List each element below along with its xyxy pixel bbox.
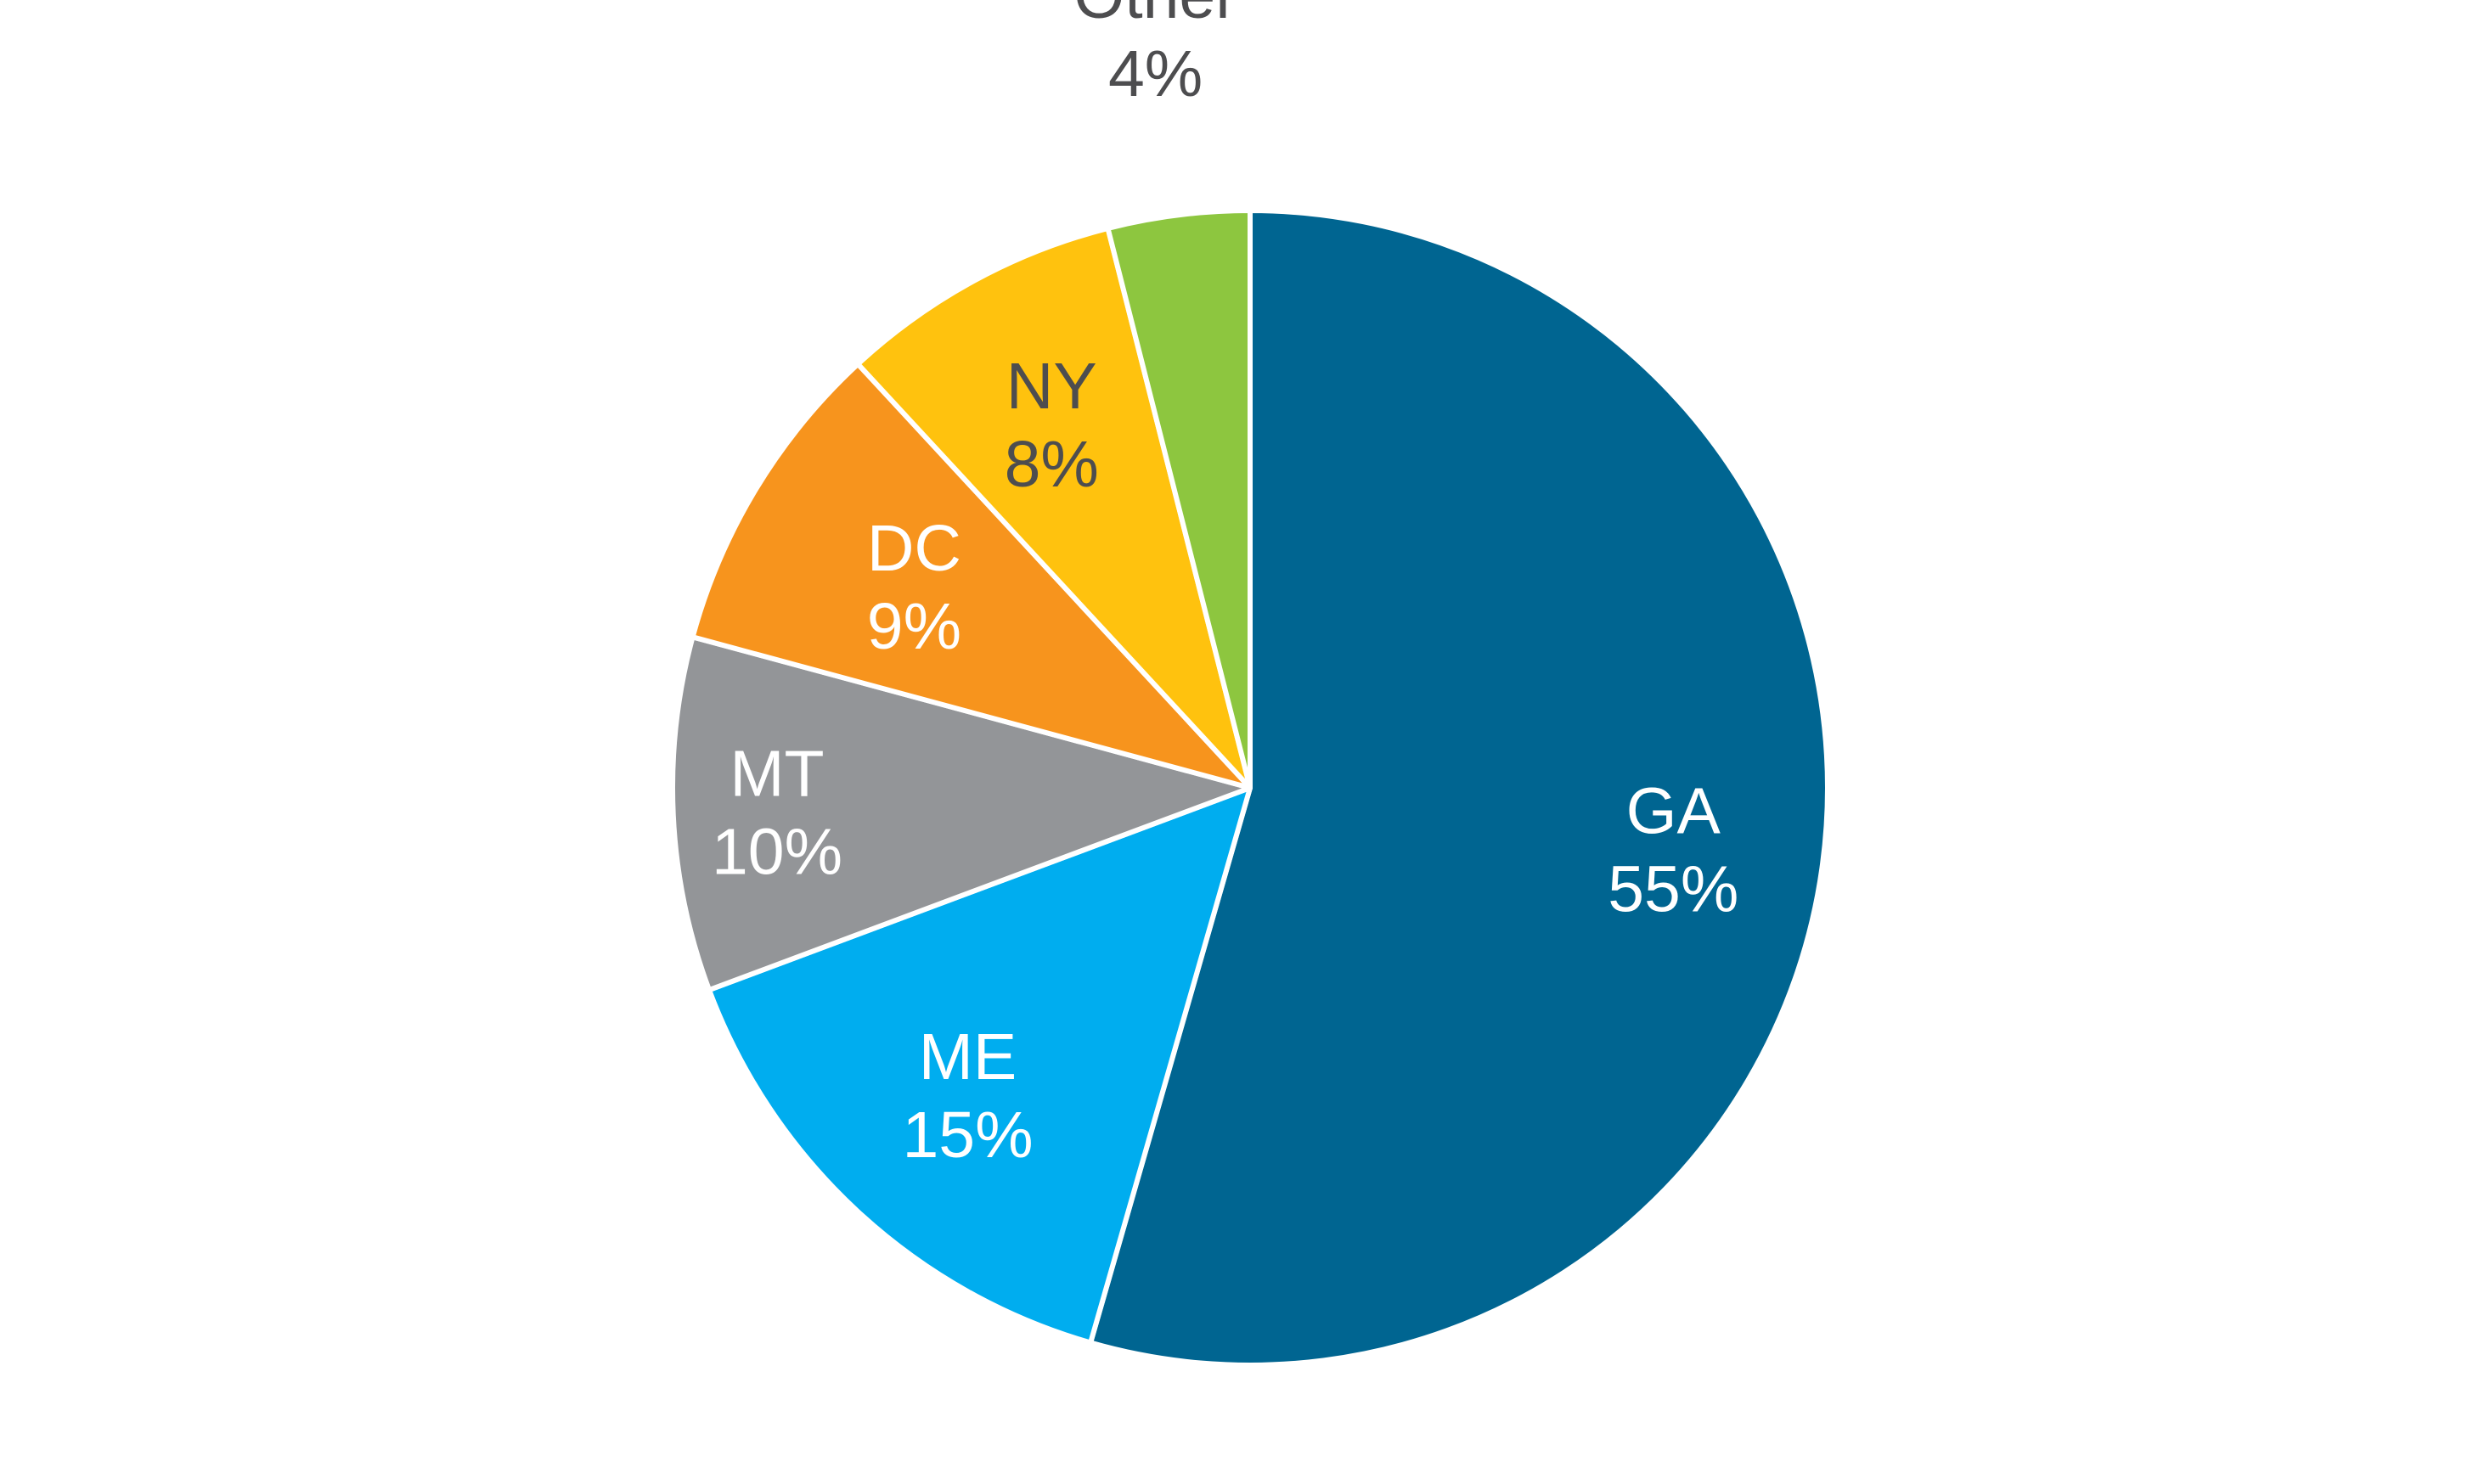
pie-slice-other: [1105, 208, 1253, 790]
pie-slice-ny: [855, 225, 1253, 790]
slice-value-label-me: 15%: [902, 1099, 1033, 1172]
slice-value-label-dc: 9%: [867, 590, 961, 663]
slice-value-label-mt: 10%: [712, 815, 842, 888]
pie-slice-mt: [670, 634, 1253, 993]
pie-slice-me: [707, 785, 1253, 1346]
pie-slices: [670, 208, 1830, 1368]
slice-label-mt: MT: [730, 737, 824, 810]
slice-label-me: ME: [919, 1020, 1017, 1093]
slice-value-label-ny: 8%: [1005, 428, 1099, 501]
slice-label-ga: GA: [1626, 775, 1721, 848]
slice-label-ny: NY: [1006, 350, 1097, 423]
slice-label-other: Other: [1073, 0, 1237, 32]
pie-slice-dc: [690, 361, 1253, 790]
pie-slice-ga: [1088, 208, 1830, 1368]
slice-label-dc: DC: [867, 512, 961, 585]
slice-value-label-ga: 55%: [1608, 853, 1738, 926]
slice-value-label-other: 4%: [1108, 37, 1203, 110]
